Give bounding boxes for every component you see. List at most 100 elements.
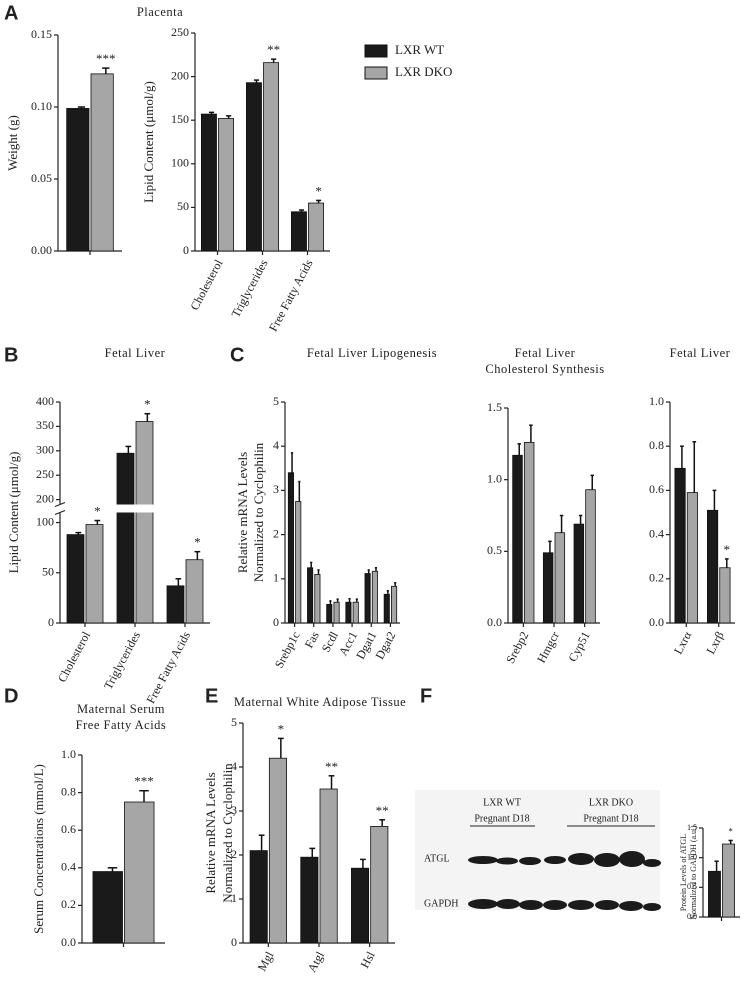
band — [544, 856, 566, 864]
bar — [719, 567, 731, 624]
bar — [314, 573, 321, 624]
band — [496, 857, 518, 865]
band — [519, 857, 541, 865]
significance: * — [315, 183, 322, 198]
y-tick-label: 0.8 — [649, 438, 664, 452]
y-axis-label: Weight (g) — [5, 115, 20, 171]
bar — [135, 421, 154, 624]
bar — [166, 585, 185, 624]
y-tick-label: 3 — [273, 482, 279, 496]
blot-label: LXR WT — [483, 797, 521, 808]
bar — [116, 452, 135, 624]
bar — [707, 509, 719, 624]
y-tick-label: 0.0 — [61, 935, 76, 949]
y-tick-label: 1 — [273, 571, 279, 585]
chart-title: Fetal Liver — [515, 346, 576, 360]
bar — [542, 552, 554, 624]
bar — [523, 441, 535, 624]
significance: * — [724, 542, 731, 557]
y-tick-label: 100 — [171, 156, 189, 170]
significance: *** — [96, 51, 116, 66]
y-tick-label: 0 — [273, 615, 279, 629]
x-tick-label: Mgl — [255, 949, 277, 974]
y-tick-label: 1 — [231, 891, 237, 905]
significance: * — [728, 827, 733, 837]
band — [619, 901, 643, 911]
panel-letter: B — [4, 344, 18, 366]
bar — [90, 73, 114, 252]
bar — [708, 870, 721, 918]
band — [496, 899, 520, 909]
x-tick-label: Lxrα — [671, 629, 695, 657]
significance: * — [278, 721, 285, 736]
bar — [391, 585, 398, 624]
panel-letter: A — [4, 2, 18, 24]
band — [595, 900, 619, 910]
legend-label: LXR WT — [395, 42, 444, 57]
y-tick-label: 50 — [177, 199, 189, 213]
bar — [268, 757, 287, 944]
significance: * — [94, 504, 101, 519]
y-tick-label: 1.5 — [687, 823, 697, 832]
y-tick-label: 0.8 — [61, 784, 76, 798]
x-tick-label: Dgat2 — [372, 629, 398, 661]
bar — [512, 454, 523, 624]
chart-title: Fetal Liver — [105, 346, 166, 360]
x-tick-label: Hmgcr — [534, 629, 562, 665]
y-tick-label: 3 — [231, 803, 237, 817]
bar — [263, 62, 280, 252]
significance: *** — [134, 774, 154, 789]
bar — [290, 211, 307, 252]
y-tick-label: 0.10 — [31, 99, 52, 113]
y-tick-label: 5 — [273, 394, 279, 408]
y-tick-label: 350 — [36, 418, 54, 432]
band — [643, 859, 661, 867]
x-tick-label: Free Fatty Acids — [266, 257, 316, 334]
bar — [66, 534, 85, 624]
bar — [585, 489, 596, 624]
legend-label: LXR DKO — [395, 64, 452, 79]
panel-letter: D — [4, 685, 18, 707]
bar — [307, 567, 314, 624]
significance: * — [144, 397, 151, 412]
bar — [383, 593, 390, 624]
y-tick-label: 1.0 — [687, 852, 697, 861]
y-axis-label: Protein Levels of ATGL — [679, 834, 688, 911]
chart-title: Fetal Liver Lipogenesis — [307, 346, 437, 360]
significance: * — [194, 535, 201, 550]
y-tick-label: 0.6 — [649, 482, 664, 496]
y-tick-label: 0.4 — [61, 860, 76, 874]
legend-swatch — [364, 66, 388, 80]
panel-letter: F — [420, 685, 432, 707]
y-tick-label: 0.0 — [487, 615, 502, 629]
blot-label: GAPDH — [424, 898, 458, 909]
significance: ** — [325, 759, 338, 774]
chart-title: Placenta — [137, 5, 183, 19]
y-tick-label: 250 — [171, 25, 189, 39]
bar — [124, 801, 155, 944]
bar — [333, 601, 340, 624]
x-tick-label: Cholesterol — [187, 257, 226, 313]
y-tick-label: 0.5 — [487, 543, 502, 557]
chart-title: Free Fatty Acids — [76, 718, 167, 732]
y-tick-label: 0.4 — [649, 526, 664, 540]
x-tick-label: Hsl — [358, 949, 379, 971]
y-tick-label: 250 — [36, 467, 54, 481]
bar — [352, 601, 359, 624]
bar — [249, 850, 268, 944]
y-axis-label: Normalized to Cyclophilin — [251, 442, 266, 582]
y-tick-label: 1.5 — [487, 400, 502, 414]
chart-title: Maternal Serum — [77, 702, 165, 716]
bar — [674, 467, 686, 624]
y-tick-label: 0 — [183, 243, 189, 257]
panel-letter: E — [205, 685, 218, 707]
break-gap — [116, 504, 135, 513]
y-tick-label: 200 — [171, 68, 189, 82]
y-tick-label: 0.0 — [649, 615, 664, 629]
y-tick-label: 0.2 — [649, 571, 664, 585]
y-axis-label: Relative mRNA Levels — [203, 772, 218, 893]
y-tick-label: 0.0 — [687, 912, 697, 921]
axis-break — [54, 501, 66, 508]
blot-label: ATGL — [424, 853, 450, 864]
